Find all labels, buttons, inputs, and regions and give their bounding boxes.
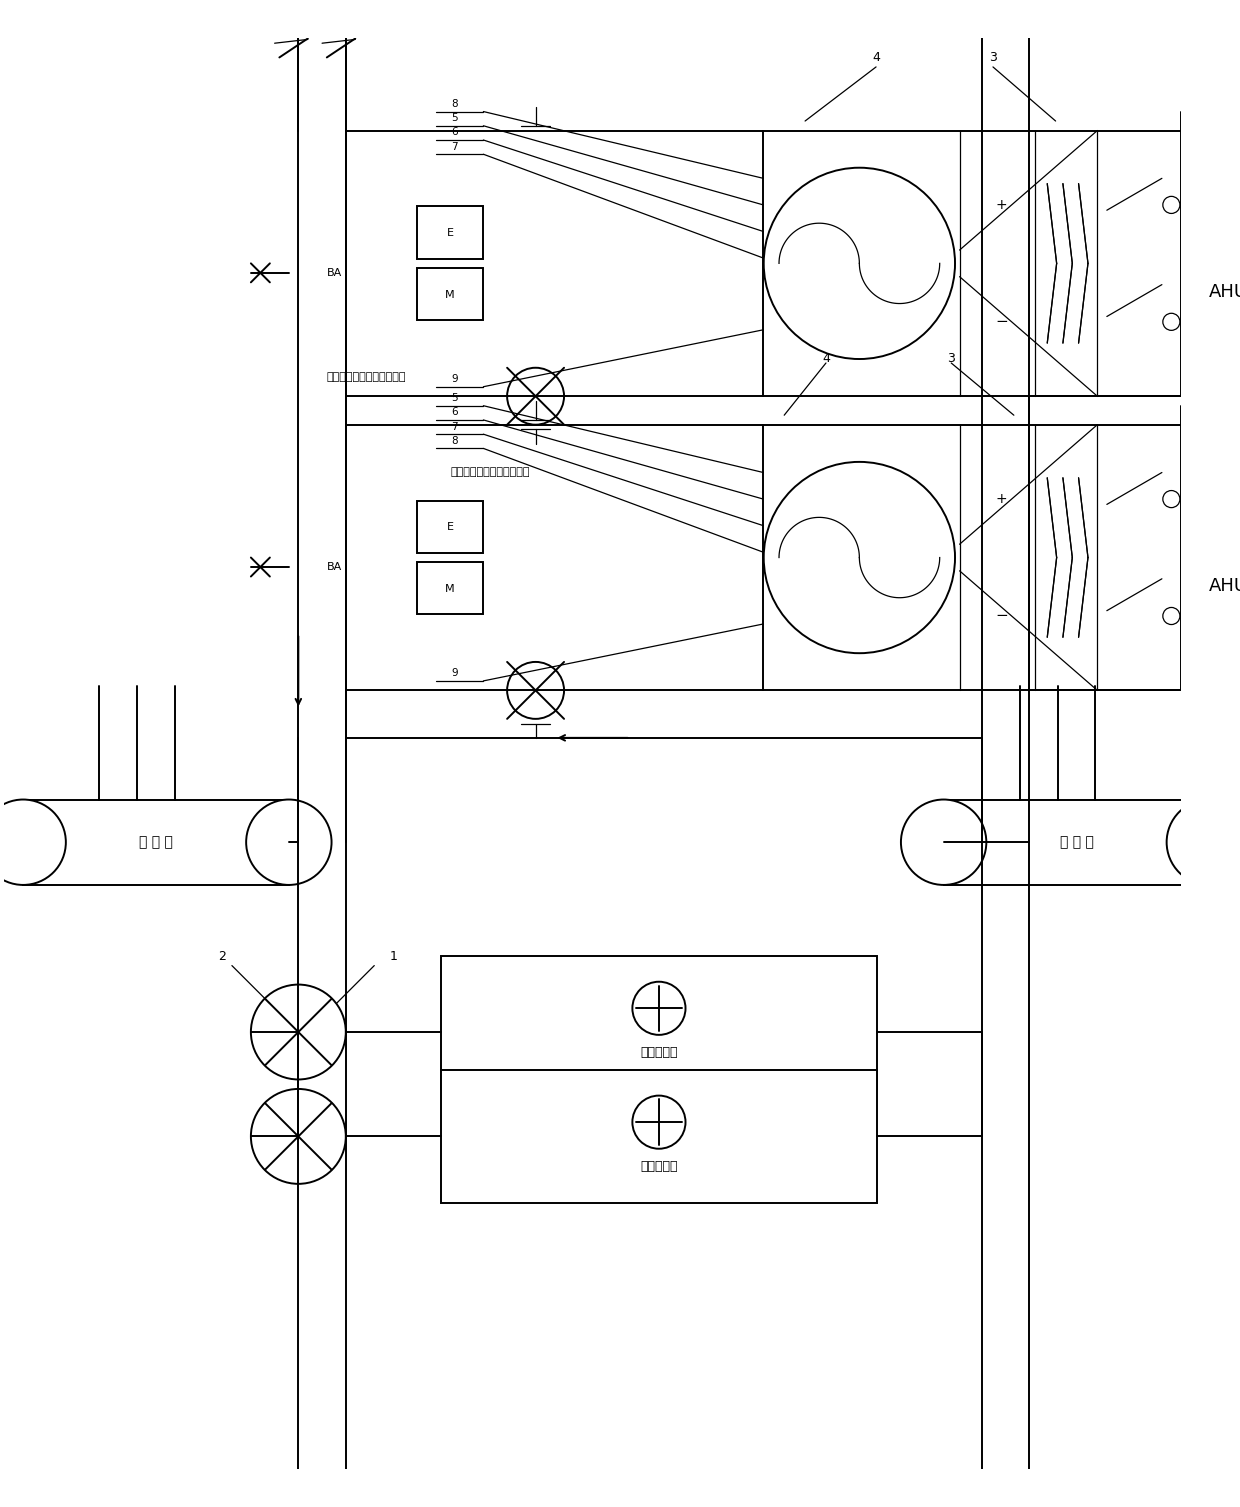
Bar <box>764 131 1180 396</box>
Text: 3: 3 <box>947 351 955 365</box>
Circle shape <box>507 662 564 719</box>
Circle shape <box>1167 800 1240 885</box>
Circle shape <box>1163 607 1180 624</box>
Text: 6: 6 <box>451 407 459 417</box>
Text: 冷热水主机: 冷热水主机 <box>640 1046 678 1059</box>
Text: +: + <box>996 493 1007 506</box>
Bar <box>764 425 1180 690</box>
Bar <box>417 500 484 553</box>
Text: AHU: AHU <box>1209 577 1240 595</box>
Text: 7: 7 <box>451 142 459 152</box>
Circle shape <box>247 800 331 885</box>
Text: 8: 8 <box>451 99 459 109</box>
Bar <box>417 268 484 321</box>
Text: −: − <box>994 609 1008 624</box>
Text: AHU: AHU <box>1209 283 1240 301</box>
Text: 5: 5 <box>451 393 459 402</box>
Circle shape <box>250 1090 346 1185</box>
Text: M: M <box>445 289 455 300</box>
Bar <box>440 1070 877 1203</box>
Text: BA: BA <box>327 562 342 573</box>
Text: 7: 7 <box>451 422 459 431</box>
Text: 1: 1 <box>389 949 397 963</box>
Text: 动态双温度平衡电动调节阀: 动态双温度平衡电动调节阀 <box>450 467 529 478</box>
Bar <box>440 955 877 1090</box>
Circle shape <box>764 461 955 653</box>
Bar <box>944 800 1209 885</box>
Text: +: + <box>996 197 1007 212</box>
Text: 4: 4 <box>872 51 880 63</box>
Circle shape <box>507 368 564 425</box>
Text: 9: 9 <box>451 668 459 678</box>
Text: E: E <box>446 521 454 532</box>
Text: 5: 5 <box>451 113 459 124</box>
Circle shape <box>632 981 686 1035</box>
Text: 2: 2 <box>218 949 227 963</box>
Text: 分 水 器: 分 水 器 <box>1059 835 1094 850</box>
Text: E: E <box>446 228 454 238</box>
Bar <box>24 800 289 885</box>
Text: 4: 4 <box>822 351 830 365</box>
Text: BA: BA <box>327 268 342 277</box>
Text: 动态双温度平衡电动调节阀: 动态双温度平衡电动调节阀 <box>327 372 407 383</box>
Text: 9: 9 <box>451 374 459 384</box>
Text: 冷热水主机: 冷热水主机 <box>640 1160 678 1174</box>
Text: 集 水 器: 集 水 器 <box>139 835 172 850</box>
Text: 3: 3 <box>990 51 997 63</box>
Circle shape <box>632 1096 686 1148</box>
Text: −: − <box>994 315 1008 330</box>
Circle shape <box>1163 313 1180 330</box>
Bar <box>417 562 484 615</box>
Circle shape <box>901 800 986 885</box>
Circle shape <box>250 984 346 1079</box>
Circle shape <box>1163 491 1180 508</box>
Bar <box>417 206 484 259</box>
Text: 6: 6 <box>451 128 459 137</box>
Circle shape <box>0 800 66 885</box>
Circle shape <box>764 167 955 359</box>
Circle shape <box>1163 196 1180 214</box>
Text: 8: 8 <box>451 436 459 446</box>
Text: M: M <box>445 583 455 594</box>
